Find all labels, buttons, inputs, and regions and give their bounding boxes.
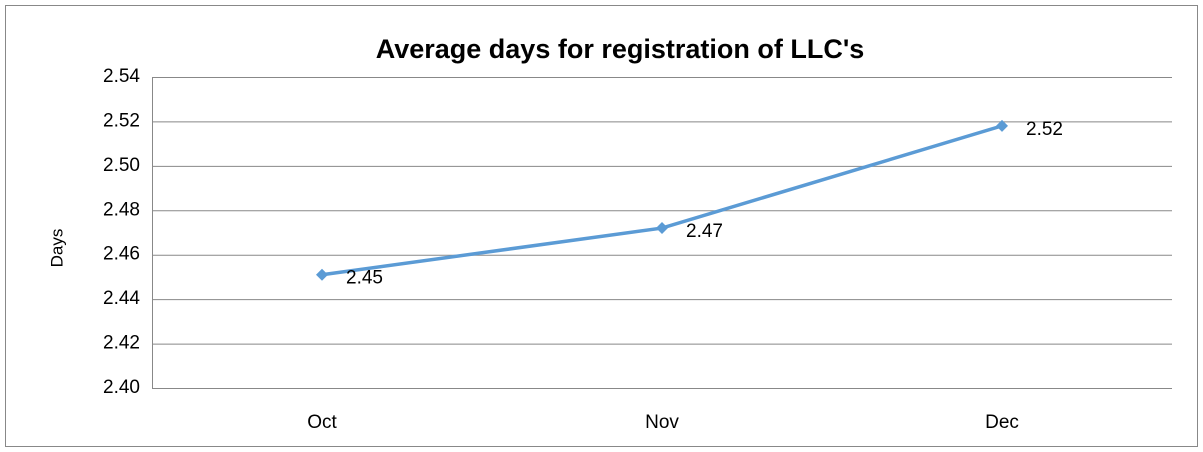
chart-border — [5, 5, 1198, 447]
x-tick-label: Nov — [645, 412, 679, 433]
data-point — [656, 222, 668, 235]
y-tick-label: 2.44 — [103, 288, 140, 309]
y-tick-label: 2.52 — [103, 110, 140, 131]
y-tick-label: 2.46 — [103, 244, 140, 265]
data-label: 2.47 — [686, 221, 723, 242]
x-tick-label: Dec — [985, 412, 1019, 433]
y-tick-label: 2.42 — [103, 333, 140, 354]
y-tick-label: 2.50 — [103, 155, 140, 176]
data-label: 2.45 — [346, 268, 383, 289]
y-tick-label: 2.48 — [103, 199, 140, 220]
data-point — [316, 268, 328, 281]
y-axis-label: Days — [47, 229, 66, 268]
y-tick-label: 2.40 — [103, 377, 140, 398]
data-label: 2.52 — [1026, 119, 1063, 140]
x-tick-label: Oct — [307, 412, 337, 433]
chart-title: Average days for registration of LLC's — [376, 34, 865, 64]
data-point — [996, 119, 1008, 132]
y-tick-label: 2.54 — [103, 66, 140, 87]
